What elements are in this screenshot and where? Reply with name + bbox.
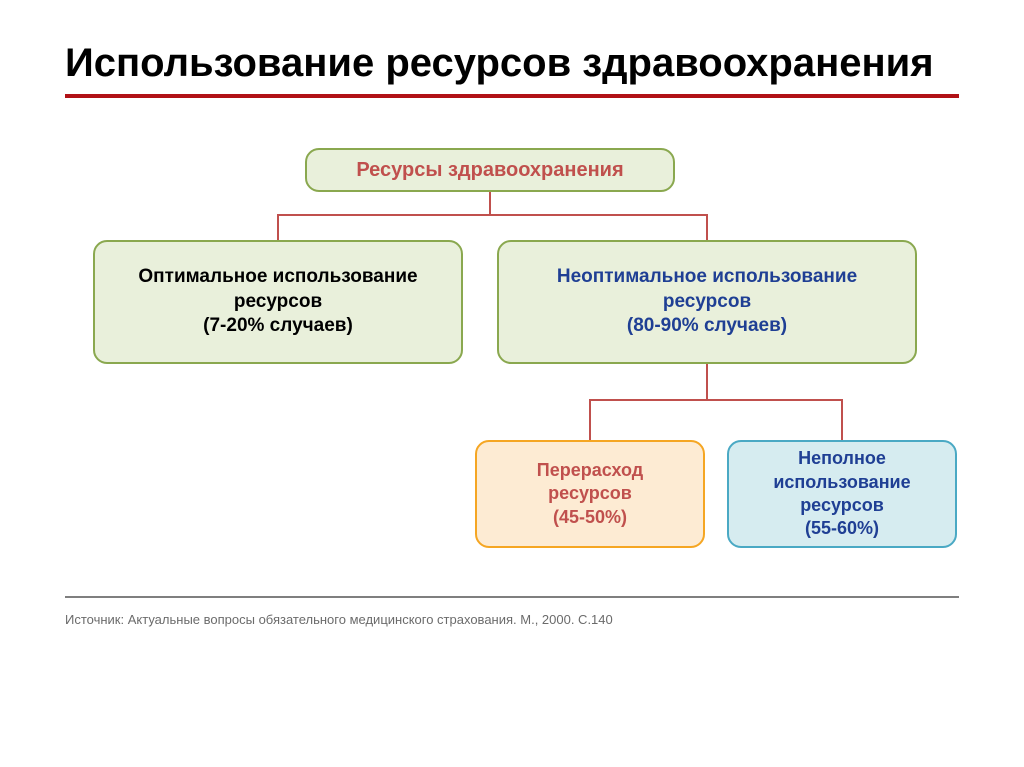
node-underuse-line2: использование [773, 471, 910, 494]
node-nonoptimal-line2: ресурсов [557, 290, 857, 315]
node-overuse-line1: Перерасход [537, 459, 643, 482]
node-overuse-line2: ресурсов [537, 482, 643, 505]
node-underuse: Неполное использование ресурсов (55-60%) [727, 440, 957, 548]
node-optimal-line3: (7-20% случаев) [138, 314, 417, 339]
node-underuse-line3: ресурсов [773, 494, 910, 517]
node-root: Ресурсы здравоохранения [305, 148, 675, 192]
node-overuse-line3: (45-50%) [537, 506, 643, 529]
source-citation: Источник: Актуальные вопросы обязательно… [65, 612, 959, 627]
node-optimal-line1: Оптимальное использование [138, 265, 417, 290]
node-nonoptimal-line1: Неоптимальное использование [557, 265, 857, 290]
footer-rule [65, 596, 959, 598]
node-underuse-line1: Неполное [773, 447, 910, 470]
node-optimal: Оптимальное использование ресурсов (7-20… [93, 240, 463, 364]
slide-title: Использование ресурсов здравоохранения [65, 40, 959, 86]
node-root-label: Ресурсы здравоохранения [356, 157, 623, 183]
node-nonoptimal: Неоптимальное использование ресурсов (80… [497, 240, 917, 364]
node-optimal-line2: ресурсов [138, 290, 417, 315]
node-overuse: Перерасход ресурсов (45-50%) [475, 440, 705, 548]
node-underuse-line4: (55-60%) [773, 517, 910, 540]
node-nonoptimal-line3: (80-90% случаев) [557, 314, 857, 339]
title-rule [65, 94, 959, 98]
diagram-canvas: Ресурсы здравоохранения Оптимальное испо… [65, 148, 959, 588]
